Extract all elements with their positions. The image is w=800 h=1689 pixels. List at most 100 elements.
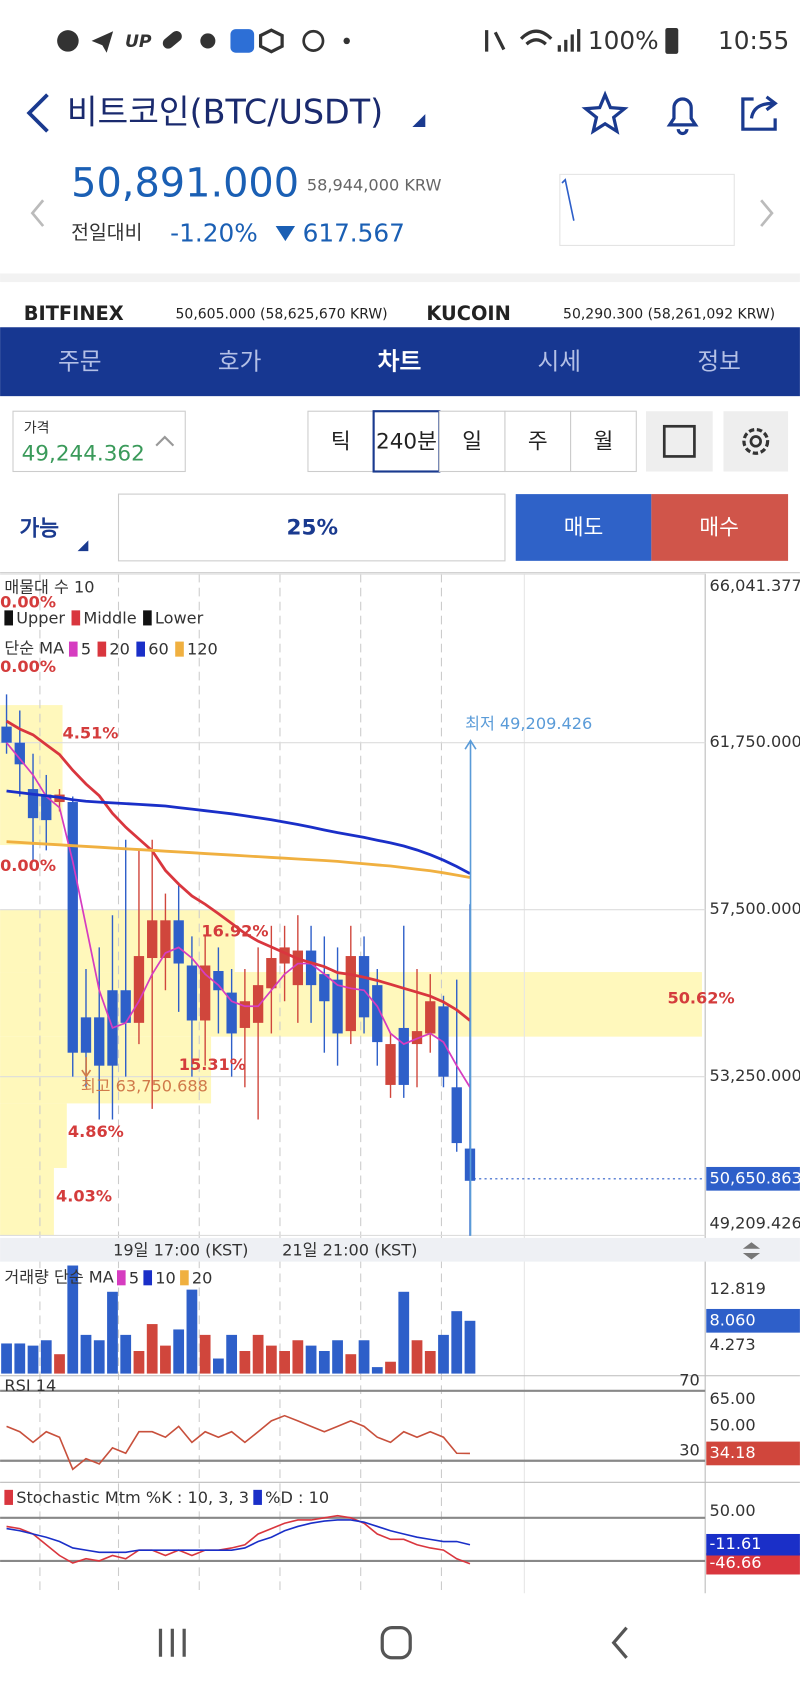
sell-button[interactable] xyxy=(515,494,652,561)
interval-button[interactable] xyxy=(438,410,506,473)
tab[interactable]: 호가 xyxy=(218,347,262,375)
candle-body xyxy=(332,979,343,1034)
legend-swatch xyxy=(143,1270,153,1286)
back-nav[interactable] xyxy=(611,1626,628,1659)
legend-swatch xyxy=(180,1270,189,1286)
y-tick-label: 57,500.000 xyxy=(709,899,800,918)
candle-body xyxy=(133,956,145,1023)
volume-bar xyxy=(292,1340,304,1374)
legend-swatch xyxy=(175,641,184,657)
volume-bar xyxy=(199,1334,211,1374)
high-arrow xyxy=(81,1057,92,1078)
title-dropdown[interactable] xyxy=(412,114,426,128)
interval-button[interactable] xyxy=(307,410,375,473)
battery: 100% xyxy=(588,26,659,55)
candle-body xyxy=(239,1001,251,1028)
y-tick-label: 12.819 xyxy=(709,1279,765,1298)
ma-line xyxy=(5,719,471,1022)
candle-body xyxy=(451,1087,462,1144)
layout-button[interactable] xyxy=(645,411,713,472)
resize-handle[interactable] xyxy=(742,1242,761,1260)
prev-coin[interactable] xyxy=(30,199,45,227)
candle-body xyxy=(160,920,171,959)
candle-body xyxy=(199,965,211,1021)
volume-bar xyxy=(120,1334,132,1374)
legend-label: Middle xyxy=(83,608,136,627)
interval-button[interactable] xyxy=(504,410,572,473)
volume-bar xyxy=(133,1350,145,1374)
legend-swatch xyxy=(116,1270,126,1286)
stoch-current-label: -46.66 xyxy=(709,1553,761,1572)
interval-label: 틱 xyxy=(331,429,351,454)
buy-label: 매수 xyxy=(699,516,739,541)
legend-label: 5 xyxy=(81,640,91,659)
y-tick-label: 53,250.000 xyxy=(709,1066,800,1085)
interval-button[interactable] xyxy=(570,410,637,473)
vertical-grid xyxy=(39,573,525,1594)
price-box-value: 49,244.362 xyxy=(22,441,145,466)
intervals: 틱 240분 일 주 월 xyxy=(307,410,637,473)
candle-body xyxy=(226,992,237,1034)
legend-label: 60 xyxy=(148,640,169,659)
legend-label: %D : 10 xyxy=(265,1488,329,1507)
volume-bar xyxy=(213,1358,224,1374)
exchange-name: KUCOIN xyxy=(426,302,510,325)
legend-label: Lower xyxy=(155,608,204,627)
volume-bar xyxy=(14,1343,26,1374)
tab[interactable]: 주문 xyxy=(58,347,102,375)
candle-body xyxy=(213,970,224,991)
change-pct: -1.20% xyxy=(170,219,258,248)
profile-label: 4.86% xyxy=(68,1122,124,1141)
y-tick-label: 50.00 xyxy=(709,1501,755,1520)
change-label: 전일대비 xyxy=(71,221,142,244)
high-label: 최고 63,750.688 xyxy=(81,1077,208,1096)
settings-button[interactable] xyxy=(723,411,789,472)
profile-label: 0.00% xyxy=(0,592,56,611)
volume-legend-title: 거래량 단순 MA xyxy=(4,1267,113,1286)
legend-label: 5 xyxy=(129,1268,139,1287)
available[interactable]: 가능 xyxy=(19,517,59,542)
legend-swatch xyxy=(71,610,81,626)
tab[interactable]: 차트 xyxy=(378,347,422,375)
interval-label: 월 xyxy=(594,429,614,454)
profile-label: 4.51% xyxy=(63,724,119,743)
tab[interactable]: 시세 xyxy=(538,347,582,375)
share-button[interactable] xyxy=(741,95,778,131)
next-coin[interactable] xyxy=(760,199,774,227)
back-button[interactable] xyxy=(26,93,49,133)
ma-line xyxy=(5,742,471,1088)
legend-swatch xyxy=(4,610,14,626)
ratio: 25% xyxy=(287,516,339,541)
tab[interactable]: 정보 xyxy=(697,347,741,375)
current-price-label: 50,650.863 xyxy=(709,1168,800,1187)
exchange-name: BITFINEX xyxy=(24,302,124,325)
volume-bar xyxy=(173,1329,185,1374)
home-button[interactable] xyxy=(380,1626,412,1660)
price: 50,891.000 xyxy=(71,161,299,207)
stoch-current-label: -11.61 xyxy=(709,1534,761,1553)
volume-bar xyxy=(1,1343,12,1374)
volume-bar xyxy=(305,1345,317,1374)
profile-label: 15.31% xyxy=(179,1055,246,1074)
candle-body xyxy=(94,1017,105,1066)
candle-body xyxy=(305,950,317,986)
y-tick-label: 4.273 xyxy=(709,1335,755,1354)
candle-body xyxy=(319,974,330,1002)
candle-body xyxy=(120,990,131,1023)
low-label: 최저 49,209.426 xyxy=(465,714,592,733)
volume-bar xyxy=(54,1354,65,1374)
volume-bar xyxy=(398,1291,410,1374)
alarm-button[interactable] xyxy=(666,97,699,136)
buy-button[interactable] xyxy=(651,494,789,561)
recent-apps[interactable] xyxy=(158,1628,186,1657)
interval-button[interactable] xyxy=(372,410,441,473)
profile-label: 16.92% xyxy=(201,922,268,941)
settings-icon xyxy=(742,427,770,455)
stoch-line xyxy=(6,1514,471,1565)
exchange-price: 50,605.000 (58,625,670 KRW) xyxy=(176,306,388,322)
y-tick-label: 66,041.377 xyxy=(709,576,800,595)
ma-legend-title: 단순 MA xyxy=(4,639,64,658)
price-box[interactable] xyxy=(12,410,186,473)
favorite-button[interactable] xyxy=(581,90,629,135)
ratio-box[interactable] xyxy=(117,493,506,562)
